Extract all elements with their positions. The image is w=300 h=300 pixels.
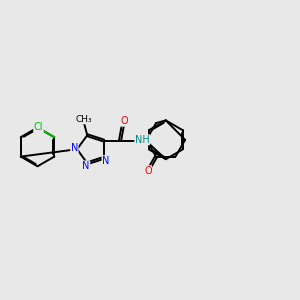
Text: N: N [71, 143, 78, 153]
Text: N: N [102, 156, 110, 166]
Text: CH₃: CH₃ [75, 115, 92, 124]
Text: O: O [144, 166, 152, 176]
Text: N: N [82, 161, 90, 171]
Text: O: O [121, 116, 128, 126]
Text: NH: NH [135, 135, 149, 145]
Text: Cl: Cl [34, 122, 43, 132]
